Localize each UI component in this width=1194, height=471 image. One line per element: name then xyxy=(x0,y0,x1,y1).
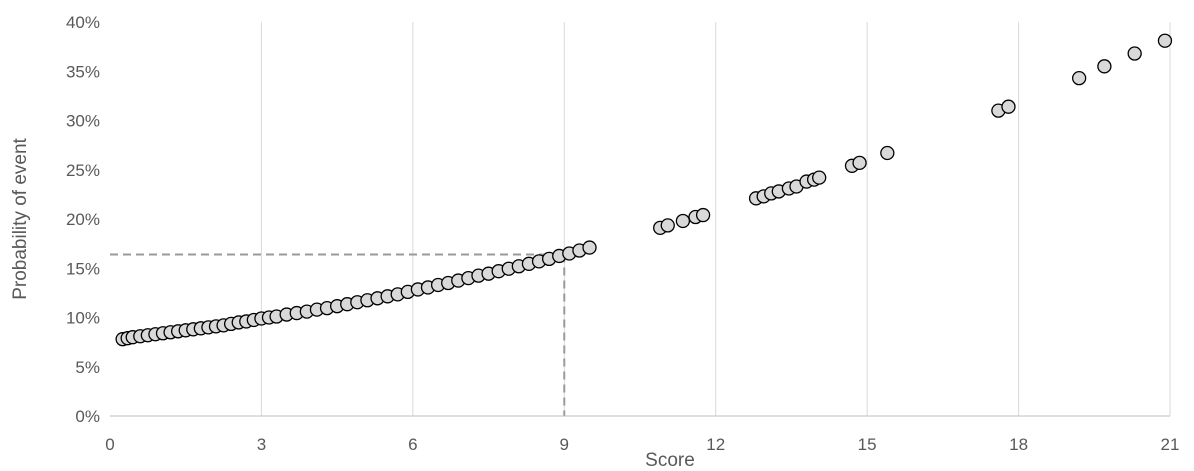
data-point xyxy=(812,170,827,185)
x-tick-label: 0 xyxy=(105,435,114,454)
y-tick-label: 20% xyxy=(66,210,100,229)
data-point xyxy=(1071,70,1087,86)
x-tick-label: 3 xyxy=(257,435,266,454)
x-tick-label: 12 xyxy=(706,435,725,454)
y-tick-label: 35% xyxy=(66,62,100,81)
y-tick-label: 40% xyxy=(66,13,100,32)
data-point xyxy=(660,218,675,233)
x-axis-ticks: 0 3 6 9 12 15 18 21 xyxy=(105,435,1179,454)
y-axis-title: Probability of event xyxy=(10,137,31,299)
y-tick-label: 5% xyxy=(75,358,100,377)
data-point xyxy=(1097,59,1112,74)
x-axis-title: Score xyxy=(645,450,695,471)
data-point xyxy=(880,145,895,161)
data-point xyxy=(1001,99,1016,114)
data-point xyxy=(695,207,711,223)
x-tick-label: 18 xyxy=(1009,435,1028,454)
y-tick-label: 30% xyxy=(66,112,100,131)
y-tick-label: 15% xyxy=(66,259,100,278)
data-points xyxy=(115,33,1173,347)
data-point xyxy=(1127,46,1142,61)
data-point xyxy=(675,213,691,229)
y-tick-label: 25% xyxy=(66,161,100,180)
y-tick-label: 10% xyxy=(66,309,100,328)
y-axis-ticks: 0% 5% 10% 15% 20% 25% 30% 35% 40% xyxy=(66,13,100,426)
data-point xyxy=(852,155,867,171)
data-point xyxy=(1157,33,1173,48)
x-tick-label: 6 xyxy=(408,435,417,454)
x-tick-label: 9 xyxy=(560,435,569,454)
x-tick-label: 21 xyxy=(1161,435,1180,454)
reference-lines xyxy=(110,253,566,416)
y-tick-label: 0% xyxy=(75,407,100,426)
x-tick-label: 15 xyxy=(858,435,877,454)
data-point xyxy=(582,240,597,255)
gridlines xyxy=(260,22,1171,416)
